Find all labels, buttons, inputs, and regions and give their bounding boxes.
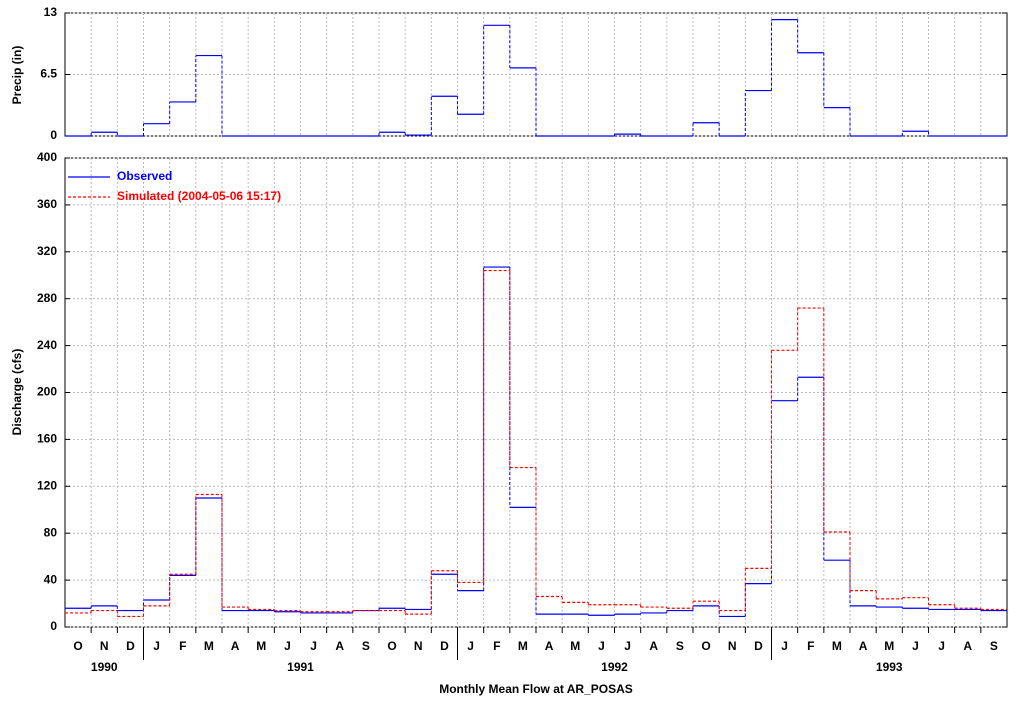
x-tick-label: M [518, 639, 528, 653]
y-tick-label: 360 [37, 197, 57, 211]
x-tick-label: J [598, 639, 605, 653]
legend-label: Observed [117, 169, 172, 183]
y-axis-label: Precip (in) [10, 46, 24, 105]
x-tick-label: A [859, 639, 868, 653]
x-tick-label: A [963, 639, 972, 653]
y-tick-label: 240 [37, 338, 57, 352]
x-tick-label: A [231, 639, 240, 653]
x-tick-label: M [204, 639, 214, 653]
y-tick-label: 200 [37, 385, 57, 399]
x-tick-label: S [362, 639, 370, 653]
x-tick-label: F [493, 639, 500, 653]
x-tick-label: N [728, 639, 737, 653]
x-tick-label: J [912, 639, 919, 653]
legend-label: Simulated (2004-05-06 15:17) [117, 189, 281, 203]
x-tick-label: A [545, 639, 554, 653]
x-tick-label: J [310, 639, 317, 653]
x-tick-label: O [387, 639, 396, 653]
x-tick-label: J [938, 639, 945, 653]
x-tick-label: S [990, 639, 998, 653]
y-tick-label: 280 [37, 291, 57, 305]
y-tick-label: 0 [50, 128, 57, 142]
y-tick-label: 120 [37, 478, 57, 492]
y-tick-label: 160 [37, 432, 57, 446]
x-tick-label: S [676, 639, 684, 653]
y-tick-label: 6.5 [40, 67, 57, 81]
x-tick-label: D [440, 639, 449, 653]
x-tick-label: N [414, 639, 423, 653]
y-tick-label: 80 [44, 525, 58, 539]
y-axis-label: Discharge (cfs) [10, 349, 24, 436]
x-tick-label: N [100, 639, 109, 653]
x-tick-label: M [570, 639, 580, 653]
y-tick-label: 0 [50, 619, 57, 633]
x-tick-label: M [256, 639, 266, 653]
x-tick-label: M [832, 639, 842, 653]
year-label: 1992 [601, 660, 628, 674]
x-axis-label: Monthly Mean Flow at AR_POSAS [439, 682, 633, 696]
x-tick-label: J [624, 639, 631, 653]
x-tick-label: F [807, 639, 814, 653]
x-tick-label: A [335, 639, 344, 653]
x-tick-label: J [284, 639, 291, 653]
y-tick-label: 400 [37, 150, 57, 164]
y-tick-label: 13 [44, 5, 58, 19]
x-tick-label: J [153, 639, 160, 653]
x-tick-label: A [649, 639, 658, 653]
x-tick-label: J [781, 639, 788, 653]
x-tick-label: D [754, 639, 763, 653]
year-label: 1990 [91, 660, 118, 674]
x-tick-label: O [73, 639, 82, 653]
x-tick-label: M [884, 639, 894, 653]
x-tick-label: F [179, 639, 186, 653]
y-tick-label: 320 [37, 244, 57, 258]
x-tick-label: O [701, 639, 710, 653]
x-tick-label: J [467, 639, 474, 653]
x-tick-label: D [126, 639, 135, 653]
year-label: 1991 [287, 660, 314, 674]
y-tick-label: 40 [44, 572, 58, 586]
year-label: 1993 [876, 660, 903, 674]
